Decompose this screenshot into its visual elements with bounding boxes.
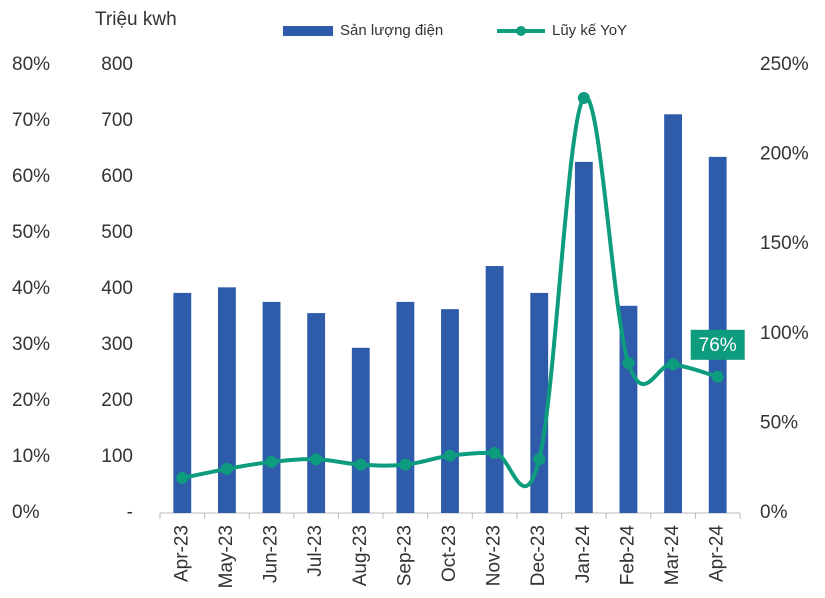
line-marker: [399, 458, 412, 471]
x-tick-label: Mar-24: [662, 525, 683, 586]
line-marker: [711, 370, 724, 383]
line-marker: [444, 449, 456, 462]
bar: [574, 161, 593, 513]
y-tick-label: 200: [101, 390, 133, 411]
data-label: 76%: [699, 335, 737, 356]
y2-tick-label: 50%: [760, 412, 798, 433]
line-marker: [265, 455, 278, 468]
bar: [173, 292, 192, 513]
x-tick-label: Oct-23: [439, 525, 460, 582]
label-box: [690, 329, 745, 360]
line-marker: [354, 458, 367, 471]
bar: [396, 301, 415, 513]
x-tick-label: Apr-24: [707, 525, 728, 582]
line-marker: [533, 453, 546, 466]
line-marker: [667, 358, 680, 371]
y-axis-title: Triệu kwh: [95, 9, 177, 30]
legend-label: Sản lượng điện: [340, 22, 443, 39]
y-tick-label: 100: [101, 446, 133, 467]
x-tick-label: May-23: [216, 525, 237, 588]
y-tick-label: -: [127, 502, 133, 523]
x-tick-label: Dec-23: [528, 525, 549, 586]
y2-tick-label: 0%: [760, 502, 788, 523]
y2-tick-label: 100%: [760, 323, 809, 344]
y3-tick-label: 60%: [12, 166, 50, 187]
bar: [351, 347, 370, 513]
x-tick-label: Jan-24: [573, 525, 594, 584]
bar: [664, 114, 682, 513]
bar: [307, 313, 326, 513]
y-tick-label: 600: [101, 166, 133, 187]
x-tick-label: Apr-23: [171, 525, 192, 582]
y3-tick-label: 80%: [12, 54, 50, 75]
x-tick-label: Sep-23: [394, 525, 415, 586]
y3-tick-label: 70%: [12, 110, 50, 131]
y3-tick-label: 30%: [12, 334, 50, 355]
line-marker: [577, 91, 590, 104]
bar: [485, 266, 504, 513]
y3-tick-label: 40%: [12, 278, 50, 299]
y3-tick-label: 0%: [12, 502, 40, 523]
bar: [441, 309, 459, 513]
y2-tick-label: 150%: [760, 233, 809, 254]
x-tick-label: Aug-23: [350, 525, 371, 586]
line-marker: [176, 472, 189, 485]
bar: [619, 305, 638, 513]
y-tick-label: 300: [101, 334, 133, 355]
y2-tick-label: 200%: [760, 144, 809, 165]
line-marker: [310, 453, 323, 466]
y-tick-label: 800: [101, 54, 133, 75]
line-marker: [622, 357, 635, 370]
line-marker: [220, 462, 233, 475]
y-tick-label: 500: [101, 222, 133, 243]
y-tick-label: 400: [101, 278, 133, 299]
y-tick-label: 700: [101, 110, 133, 131]
y3-tick-label: 50%: [12, 222, 50, 243]
x-tick-label: Nov-23: [484, 525, 505, 586]
line-marker: [488, 446, 501, 459]
legend-swatch: [283, 26, 333, 36]
bar: [218, 287, 236, 513]
line: [181, 95, 719, 489]
x-tick-label: Jun-23: [261, 525, 282, 583]
y2-tick-label: 250%: [760, 54, 809, 75]
x-tick-label: Feb-24: [617, 525, 638, 586]
x-tick-label: Jul-23: [305, 525, 326, 577]
legend-label: Lũy kế YoY: [552, 22, 627, 39]
y3-tick-label: 10%: [12, 446, 50, 467]
y3-tick-label: 20%: [12, 390, 50, 411]
bar: [262, 301, 281, 513]
legend-swatch: [516, 26, 526, 36]
